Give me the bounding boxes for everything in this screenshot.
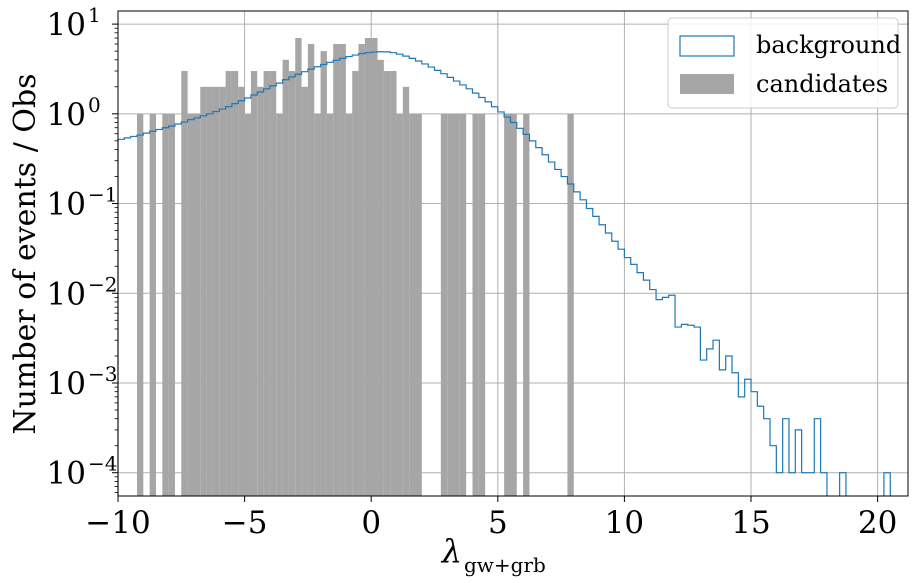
candidate-bar [453, 113, 460, 496]
candidate-bar [383, 71, 391, 496]
x-tick-label: −5 [222, 505, 268, 541]
y-tick-exponent: 0 [88, 93, 101, 117]
background-step-line [117, 51, 891, 496]
y-tick-exponent: 1 [88, 3, 101, 27]
candidate-bar [333, 44, 340, 496]
axes-frame [117, 10, 909, 497]
candidate-bar [390, 71, 397, 496]
candidate-bar [276, 113, 283, 496]
y-tick-label: 10 [47, 7, 86, 43]
y-tick-label: 10 [47, 456, 86, 492]
candidate-bar [149, 113, 156, 496]
x-tick-label: 5 [488, 505, 508, 541]
candidate-bar [440, 113, 448, 496]
y-tick-exponent: −1 [88, 183, 117, 207]
candidate-bar [244, 113, 251, 496]
y-tick-label: 10 [47, 187, 86, 223]
candidate-bar [567, 113, 574, 496]
candidate-bar [523, 113, 530, 496]
x-axis-label: λ [440, 532, 462, 570]
candidate-bar [257, 86, 264, 496]
y-tick-label: 10 [47, 276, 86, 312]
candidate-bar [181, 71, 188, 496]
candidate-bar [409, 113, 416, 496]
candidate-bar [352, 71, 359, 496]
candidate-bar [447, 113, 454, 496]
x-tick-label: 15 [731, 505, 770, 541]
candidate-bar [282, 59, 289, 496]
y-tick-label: 10 [47, 366, 86, 402]
x-tick-label: 0 [361, 505, 381, 541]
candidate-bar [339, 44, 346, 496]
y-tick-exponent: −2 [88, 272, 117, 296]
candidate-bar [200, 86, 207, 496]
x-tick-label: 20 [858, 505, 897, 541]
candidate-bar [478, 113, 486, 496]
candidate-bar [345, 113, 353, 496]
candidate-bar [225, 71, 232, 496]
candidates-bars [136, 38, 574, 496]
candidate-bar [295, 38, 302, 496]
y-tick-label: 10 [47, 97, 86, 133]
candidate-bar [314, 113, 321, 496]
candidate-bar [219, 86, 226, 496]
candidate-bar [358, 44, 365, 496]
candidate-bar [206, 86, 213, 496]
candidate-bar [193, 113, 201, 496]
candidate-bar [301, 86, 308, 496]
candidate-bar [269, 71, 277, 496]
y-axis-label: Number of events / Obs [8, 73, 43, 434]
y-tick-exponent: −4 [88, 452, 117, 476]
candidate-bar [510, 113, 517, 496]
candidate-bar [307, 44, 315, 496]
candidate-bar [238, 86, 245, 496]
candidate-bar [231, 71, 239, 496]
candidate-bar [377, 59, 384, 496]
legend-candidates-label: candidates [756, 70, 888, 98]
candidate-bar [459, 113, 467, 496]
candidate-bar [263, 71, 270, 496]
candidate-bar [371, 38, 378, 496]
candidate-bar [364, 38, 372, 496]
candidate-bar [396, 113, 403, 496]
candidate-bar [136, 113, 144, 496]
candidate-bar [162, 113, 169, 496]
x-tick-label: 10 [605, 505, 644, 541]
candidate-bar [168, 113, 175, 496]
candidate-bar [326, 113, 334, 496]
candidate-bar [504, 113, 511, 496]
legend-background-swatch [679, 35, 735, 57]
legend-candidates-swatch [680, 74, 734, 94]
x-axis-label-subscript: gw+grb [464, 553, 546, 577]
candidate-bar [187, 113, 194, 496]
candidate-bar [320, 51, 327, 496]
candidate-bar [472, 113, 479, 496]
candidate-bar [250, 71, 258, 496]
candidate-bar [212, 86, 220, 496]
legend: background candidates [667, 17, 901, 109]
candidate-bar [288, 71, 296, 496]
y-tick-exponent: −3 [88, 362, 117, 386]
candidate-bar [415, 113, 422, 496]
x-tick-label: −10 [85, 505, 150, 541]
legend-background-label: background [756, 31, 901, 59]
candidate-bar [402, 86, 410, 496]
